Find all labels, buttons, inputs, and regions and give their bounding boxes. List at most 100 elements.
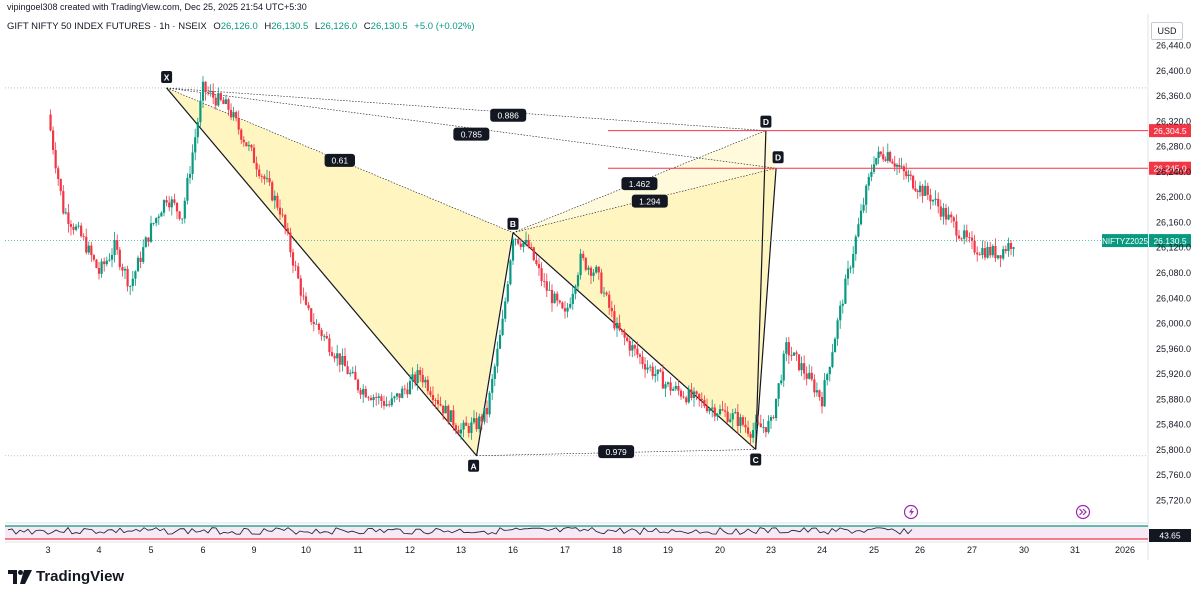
candle-down <box>260 176 263 177</box>
time-tick-label: 23 <box>766 545 776 555</box>
candle-down <box>447 405 450 422</box>
candle-up <box>942 207 945 217</box>
candle-down <box>532 247 535 261</box>
candle-down <box>49 114 52 131</box>
candle-up <box>449 410 452 422</box>
candle-down <box>891 161 894 164</box>
candle-down <box>682 396 685 398</box>
ratio-label: 0.886 <box>498 110 520 120</box>
candle-up <box>217 93 220 106</box>
candle-down <box>97 267 101 274</box>
candle-up <box>199 100 202 123</box>
candle-down <box>54 149 57 169</box>
candle-up <box>656 369 659 375</box>
rsi-pane: 43.65 <box>5 522 1191 542</box>
lightning-icon[interactable] <box>903 504 919 520</box>
candle-up <box>1012 247 1015 249</box>
candle-down <box>364 388 367 398</box>
candle-up <box>488 392 491 415</box>
candle-up <box>769 417 773 421</box>
candle-up <box>498 334 502 349</box>
candle-down <box>914 188 917 191</box>
candle-down <box>633 345 636 349</box>
price-tick-label: 26,000.0 <box>1156 319 1191 329</box>
candle-down <box>320 329 323 337</box>
candle-down <box>333 355 336 359</box>
candle-down <box>955 221 958 236</box>
candle-up <box>754 422 757 431</box>
candle-up <box>631 345 634 351</box>
candle-up <box>74 226 78 230</box>
pattern-point-box <box>772 151 784 164</box>
candle-down <box>116 240 119 250</box>
pattern-point-box <box>161 70 173 83</box>
time-tick-label: 12 <box>405 545 415 555</box>
candle-up <box>372 397 375 401</box>
candle-down <box>175 202 179 212</box>
candle-up <box>986 246 989 258</box>
candle-up <box>273 195 276 201</box>
candle-up <box>602 292 606 294</box>
candle-down <box>759 423 762 428</box>
ratio-label-box <box>490 108 527 122</box>
candle-up <box>395 393 399 397</box>
currency-badge[interactable]: USD <box>1151 22 1183 40</box>
candle-down <box>212 91 215 98</box>
candle-up <box>963 230 966 239</box>
time-tick-label: 20 <box>715 545 725 555</box>
pattern-point-label: B <box>510 219 516 229</box>
candle-down <box>703 399 706 407</box>
candle-up <box>646 367 649 370</box>
candle-down <box>426 379 429 392</box>
candle-up <box>506 284 509 302</box>
candle-down <box>454 425 457 430</box>
candle-down <box>973 240 976 253</box>
candle-down <box>67 212 70 225</box>
candle-down <box>245 142 248 147</box>
candle-down <box>540 268 543 282</box>
time-tick-label: 11 <box>353 545 362 555</box>
candle-up <box>571 293 574 304</box>
candle-up <box>501 318 504 335</box>
candle-down <box>902 166 905 172</box>
price-tick-label: 26,200.0 <box>1156 192 1191 202</box>
candle-down <box>328 338 331 353</box>
price-axis[interactable]: 26,440.0 26,400.0 26,360.0 26,320.0 26,280.0… <box>1156 41 1191 506</box>
candle-down <box>651 366 654 377</box>
candle-down <box>436 400 440 405</box>
price-tick-label: 25,920.0 <box>1156 369 1191 379</box>
candle-up <box>777 383 780 399</box>
open-label: O <box>213 21 221 32</box>
candle-up <box>833 338 837 353</box>
candle-down <box>62 191 65 214</box>
candle-down <box>219 93 222 100</box>
candle-down <box>685 397 688 403</box>
pattern-triangle-xab <box>166 87 513 456</box>
price-tick-label: 26,080.0 <box>1156 268 1191 278</box>
candle-up <box>155 217 158 224</box>
candle-up <box>265 178 269 180</box>
time-axis[interactable]: 3 4 5 6 9 10 11 12 13 16 17 18 19 20 23 24 25 26 27 30 31 202… <box>5 541 1148 555</box>
candle-up <box>867 176 870 186</box>
candle-up <box>991 245 994 256</box>
candle-down <box>517 239 520 244</box>
candle-down <box>434 400 437 401</box>
candle-down <box>628 340 631 351</box>
candle-down <box>178 211 181 219</box>
scroll-forward-icon[interactable] <box>1075 504 1091 520</box>
candle-down <box>970 237 974 241</box>
candle-down <box>721 409 724 411</box>
candle-up <box>1007 243 1010 252</box>
pattern-point-box <box>507 217 519 230</box>
candle-down <box>442 405 445 414</box>
candle-down <box>530 247 533 249</box>
candle-down <box>813 379 816 393</box>
candle-down <box>80 225 83 237</box>
candle-up <box>548 289 551 291</box>
candle-down <box>889 152 892 162</box>
candle-up <box>767 420 770 433</box>
candle-up <box>224 99 228 104</box>
price-tick-label: 25,960.0 <box>1156 344 1191 354</box>
candles <box>49 76 1015 446</box>
